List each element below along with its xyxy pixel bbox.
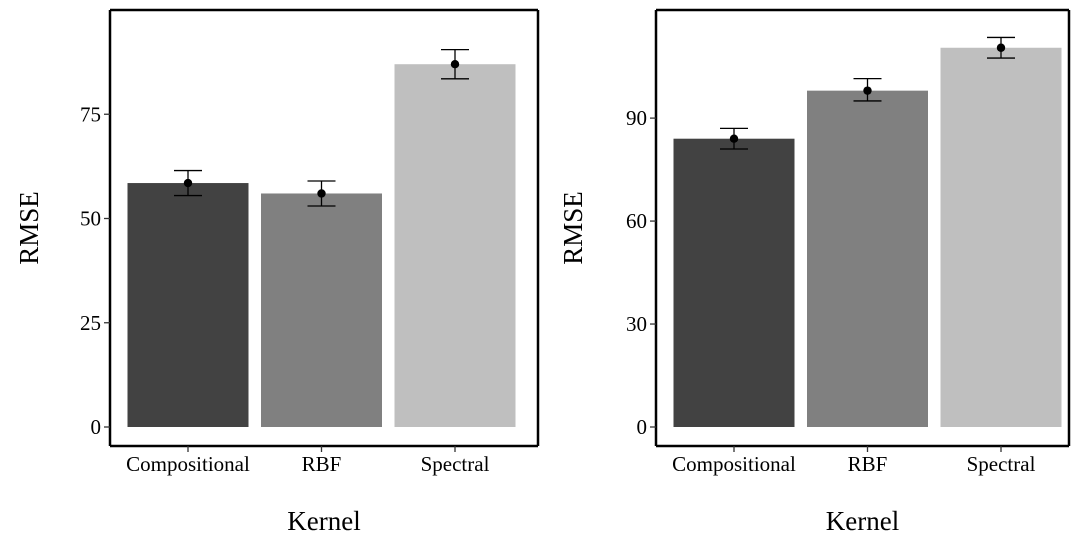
bar-compositional <box>673 138 795 427</box>
x-tick-label: Spectral <box>421 452 490 476</box>
y-axis-title: RMSE <box>558 191 588 265</box>
bar-spectral <box>394 64 516 428</box>
y-tick-label: 30 <box>626 312 647 336</box>
bar-compositional <box>127 183 249 427</box>
x-tick-label: Compositional <box>672 452 796 476</box>
x-axis-title: Kernel <box>287 506 360 535</box>
y-tick-label: 50 <box>80 207 101 231</box>
x-tick-label: RBF <box>848 452 888 476</box>
y-tick-label: 90 <box>626 106 647 130</box>
mean-point-rbf <box>317 189 326 198</box>
x-tick-label: RBF <box>302 452 342 476</box>
bar-rbf <box>807 90 928 427</box>
left-panel: 0 25 50 75 Compositional RBF Spectral Kernel RMS… <box>14 8 540 535</box>
bar-rbf <box>261 193 382 427</box>
y-tick-label: 25 <box>80 311 101 335</box>
x-axis-title: Kernel <box>826 506 899 535</box>
bar-spectral <box>940 47 1062 428</box>
mean-point-rbf <box>863 86 872 95</box>
right-panel: 0 30 60 90 Compositional RBF Spectral Kernel RMS… <box>558 8 1071 535</box>
x-tick-label: Compositional <box>126 452 250 476</box>
mean-point-compositional <box>729 134 739 143</box>
mean-point-spectral <box>450 60 460 69</box>
x-tick-label: Spectral <box>967 452 1036 476</box>
y-axis-title: RMSE <box>14 191 44 265</box>
mean-point-compositional <box>183 178 193 188</box>
y-tick-label: 0 <box>91 415 102 439</box>
mean-point-spectral <box>996 43 1006 52</box>
y-tick-label: 0 <box>637 415 648 439</box>
y-tick-label: 60 <box>626 209 647 233</box>
y-tick-label: 75 <box>80 102 101 126</box>
